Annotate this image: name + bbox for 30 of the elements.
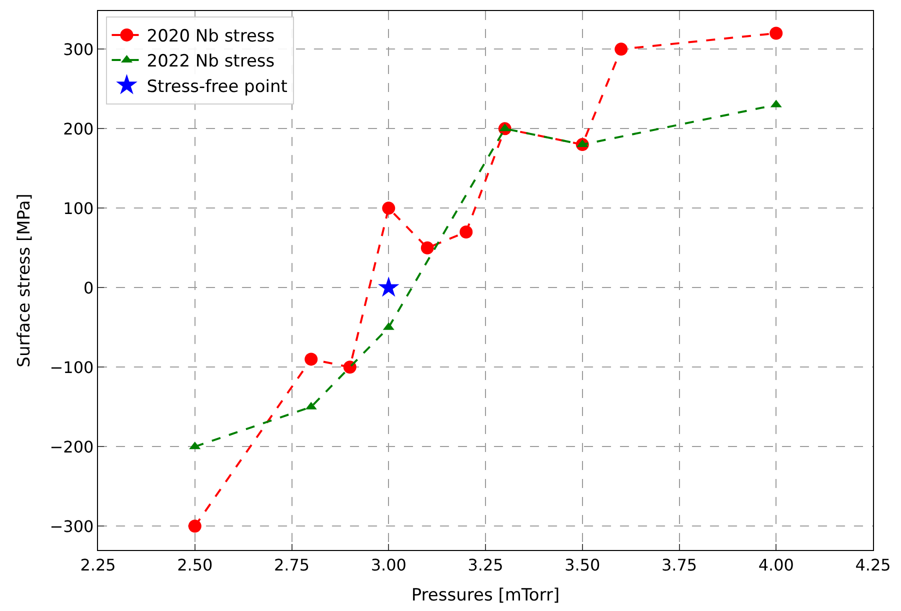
- point: [382, 202, 396, 215]
- x-axis-title: Pressures [mTorr]: [411, 586, 560, 606]
- y-tick-label: 100: [63, 198, 94, 218]
- y-axis-title: Surface stress [MPa]: [14, 194, 34, 368]
- point: [614, 42, 628, 56]
- x-tick-label: 2.50: [177, 555, 213, 574]
- x-tick-label: 2.75: [274, 555, 310, 574]
- y-tick-label: −300: [50, 516, 94, 536]
- x-tick-label: 2.25: [80, 555, 116, 574]
- legend-label: 2022 Nb stress: [146, 52, 275, 72]
- y-tick-label: 0: [84, 278, 94, 298]
- x-tick-label: 3.50: [564, 555, 600, 574]
- point: [460, 226, 473, 239]
- x-tick-label: 4.25: [855, 555, 891, 574]
- x-tick-label: 4.00: [758, 555, 794, 574]
- point: [304, 352, 318, 366]
- point: [770, 26, 783, 40]
- y-tick-label: 200: [63, 119, 94, 138]
- point: [188, 520, 202, 533]
- legend-label: Stress-free point: [146, 76, 288, 97]
- x-tick-label: 3.00: [370, 555, 406, 574]
- point: [420, 241, 434, 254]
- legend-label: 2020 Nb stress: [146, 26, 275, 47]
- y-tick-label: 300: [63, 40, 94, 59]
- x-tick-label: 3.75: [661, 555, 698, 574]
- x-tick-label: 3.25: [468, 555, 504, 574]
- y-tick-label: −100: [50, 358, 94, 377]
- point: [343, 360, 356, 374]
- point: [378, 276, 400, 297]
- y-tick-label: −200: [50, 437, 94, 456]
